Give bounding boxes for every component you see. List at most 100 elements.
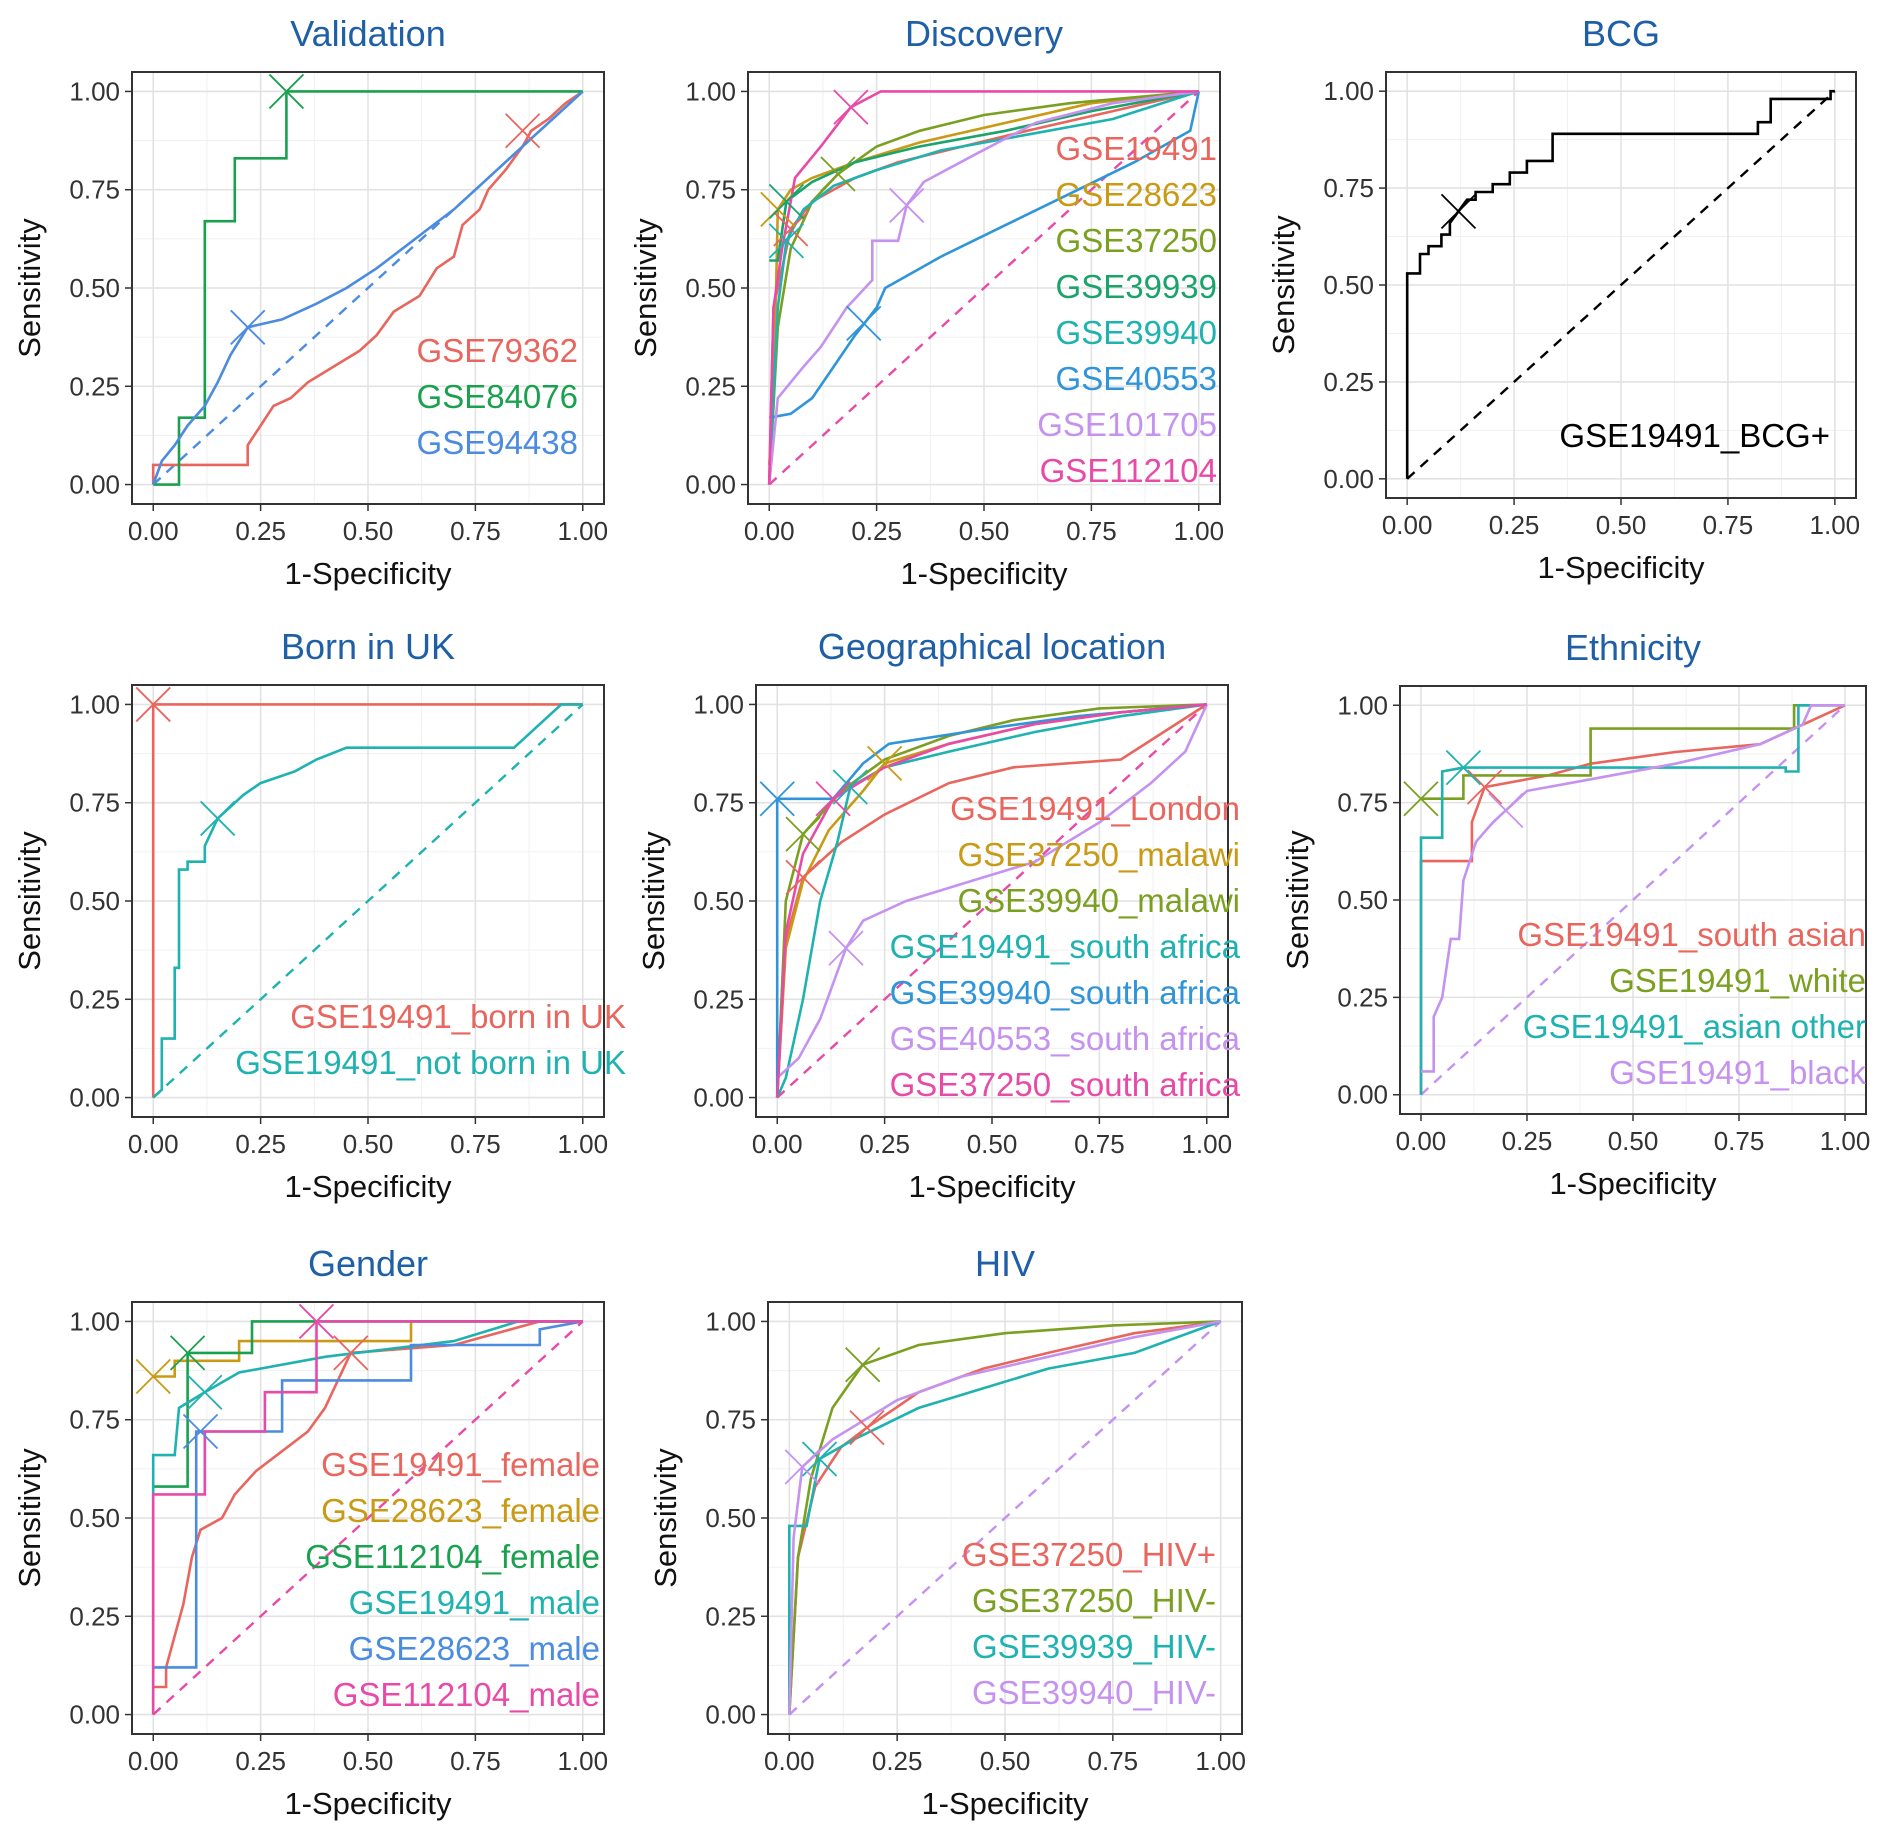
legend-entry: GSE19491_south africa (890, 928, 1241, 965)
x-tick-label: 0.75 (1074, 1129, 1125, 1159)
diagonal-reference-line (152, 90, 584, 486)
threshold-marker (849, 1409, 885, 1446)
diagonal-reference-line (768, 90, 1200, 486)
legend-entry: GSE19491_female (321, 1446, 600, 1483)
legend-entry: GSE37250 (1056, 222, 1217, 259)
roc-curve-GSE94438 (151, 90, 584, 486)
roc-curve-GSE39940_malawi (775, 703, 1207, 1098)
threshold-marker (815, 781, 851, 817)
roc-curve-GSE40553 (768, 91, 1201, 419)
roc-curve-GSE19491_south africa (776, 703, 1207, 1099)
roc-curve-GSE37250_south africa (775, 703, 1207, 1098)
legend-entry: GSE112104_male (333, 1676, 600, 1713)
legend-entry: GSE112104 (1040, 452, 1217, 489)
threshold-marker (200, 800, 236, 837)
y-tick-label: 0.50 (69, 273, 120, 303)
legend-entry: GSE19491_white (1609, 962, 1866, 999)
diagonal-reference-line (788, 1320, 1222, 1716)
y-tick-label: 0.50 (69, 886, 120, 916)
y-tick-label: 0.50 (705, 1503, 756, 1533)
x-tick-label: 1.00 (557, 516, 608, 546)
threshold-marker (759, 781, 795, 817)
x-tick-label: 0.75 (1714, 1126, 1765, 1156)
y-tick-label: 0.00 (69, 470, 120, 500)
threshold-marker (785, 816, 821, 852)
x-axis-label: 1-Specificity (284, 556, 452, 591)
y-tick-label: 0.50 (685, 273, 736, 303)
y-tick-label: 0.00 (685, 470, 736, 500)
x-tick-label: 0.00 (744, 516, 795, 546)
legend-entry: GSE19491_BCG+ (1559, 417, 1830, 454)
x-tick-label: 0.50 (1608, 1126, 1659, 1156)
panel-title: Validation (290, 13, 445, 54)
legend-entry: GSE28623_male (349, 1630, 600, 1667)
panel-7: 0.00 0.00 0.25 0.25 0.50 0.50 0.75 0.75 1.00 1.00… (648, 1243, 1246, 1821)
roc-curve-GSE28623_female (153, 1320, 583, 1378)
x-tick-label: 0.50 (343, 516, 394, 546)
x-tick-label: 0.25 (235, 1129, 286, 1159)
y-tick-label: 0.25 (1323, 367, 1374, 397)
roc-curve-GSE19491_white (1421, 704, 1845, 800)
x-tick-label: 0.25 (872, 1746, 923, 1776)
legend-entry: GSE40553_south africa (890, 1020, 1241, 1057)
threshold-marker (135, 686, 171, 723)
y-tick-label: 0.75 (693, 788, 744, 818)
panel-1: 0.00 0.00 0.25 0.25 0.50 0.50 0.75 0.75 1.00 1.00… (628, 13, 1224, 591)
roc-curve-GSE39940_HIV- (788, 1320, 1221, 1715)
y-tick-label: 1.00 (1337, 690, 1388, 720)
y-tick-label: 0.75 (705, 1405, 756, 1435)
x-tick-label: 0.75 (1703, 510, 1754, 540)
legend-entry: GSE39940 (1056, 314, 1217, 351)
roc-curve-GSE39939 (769, 90, 1200, 262)
roc-curve-GSE19491_BCG+ (1405, 89, 1835, 479)
panel-5: 0.00 0.00 0.25 0.25 0.50 0.50 0.75 0.75 1.00 1.00… (1280, 627, 1870, 1201)
legend-entry: GSE19491_London (950, 790, 1240, 827)
y-tick-label: 0.00 (705, 1700, 756, 1730)
x-tick-label: 0.00 (752, 1129, 803, 1159)
x-tick-label: 0.25 (851, 516, 902, 546)
y-tick-label: 0.25 (705, 1601, 756, 1631)
y-tick-label: 0.00 (69, 1083, 120, 1113)
x-tick-label: 0.75 (1088, 1746, 1139, 1776)
panel-4: 0.00 0.00 0.25 0.25 0.50 0.50 0.75 0.75 1.00 1.00… (636, 626, 1241, 1204)
legend-entry: GSE37250_malawi (958, 836, 1241, 873)
y-axis-label: Sensitivity (636, 831, 671, 971)
x-tick-label: 0.00 (128, 1129, 179, 1159)
threshold-marker (230, 309, 266, 345)
threshold-marker (845, 1347, 881, 1383)
x-tick-label: 0.50 (967, 1129, 1018, 1159)
threshold-marker (866, 745, 903, 782)
x-axis-label: 1-Specificity (900, 556, 1068, 591)
y-tick-label: 0.75 (1323, 173, 1374, 203)
panel-title: Gender (308, 1243, 428, 1284)
panel-title: BCG (1582, 13, 1660, 54)
legend-entry: GSE37250_HIV+ (962, 1536, 1216, 1573)
roc-curve-GSE28623_male (153, 1320, 584, 1669)
y-tick-label: 0.50 (693, 886, 744, 916)
panel-0: 0.00 0.00 0.25 0.25 0.50 0.50 0.75 0.75 1.00 1.00… (12, 13, 608, 591)
x-tick-label: 0.25 (235, 516, 286, 546)
threshold-marker (1440, 193, 1477, 229)
x-axis-label: 1-Specificity (1537, 550, 1705, 585)
x-axis-label: 1-Specificity (908, 1169, 1076, 1204)
legend-entry: GSE19491_asian other (1523, 1008, 1866, 1045)
y-tick-label: 1.00 (705, 1306, 756, 1336)
x-tick-label: 0.00 (128, 516, 179, 546)
roc-curve-GSE19491_London (775, 703, 1208, 1098)
legend-entry: GSE112104_female (305, 1538, 600, 1575)
x-axis-label: 1-Specificity (921, 1786, 1089, 1821)
y-tick-label: 0.25 (1337, 982, 1388, 1012)
panel-title: Born in UK (281, 626, 455, 667)
y-tick-label: 0.25 (69, 984, 120, 1014)
threshold-marker (785, 859, 821, 896)
y-tick-label: 0.50 (1323, 270, 1374, 300)
threshold-marker (833, 89, 869, 125)
legend-entry: GSE79362 (417, 332, 578, 369)
y-tick-label: 0.75 (69, 175, 120, 205)
legend-entry: GSE19491_black (1609, 1054, 1866, 1091)
legend-entry: GSE84076 (417, 378, 578, 415)
threshold-marker (889, 187, 925, 224)
roc-curve-GSE112104 (767, 90, 1199, 485)
threshold-marker (187, 1374, 223, 1410)
x-tick-label: 0.00 (1396, 1126, 1447, 1156)
